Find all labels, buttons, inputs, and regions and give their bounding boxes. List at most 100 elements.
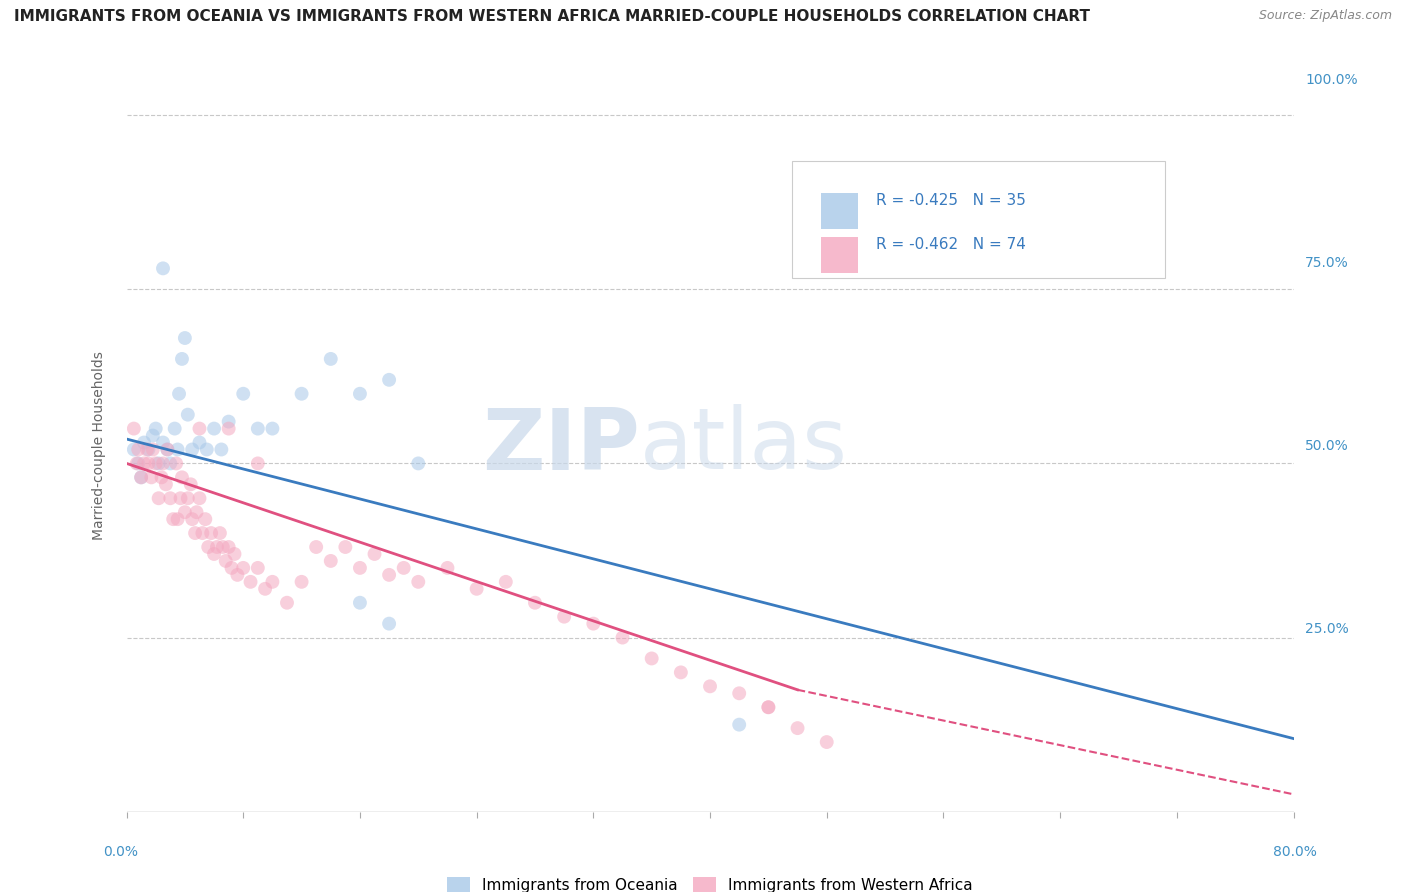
FancyBboxPatch shape	[792, 161, 1166, 277]
Point	[195, 442, 218, 457]
Point	[170, 470, 193, 484]
Text: 100.0%: 100.0%	[1305, 73, 1358, 87]
Point	[218, 421, 240, 435]
Point	[127, 442, 149, 457]
Text: 25.0%: 25.0%	[1305, 622, 1348, 636]
Text: 80.0%: 80.0%	[1272, 845, 1317, 859]
Point	[815, 735, 838, 749]
Point	[378, 373, 401, 387]
Point	[142, 442, 165, 457]
Point	[162, 512, 184, 526]
Text: 75.0%: 75.0%	[1305, 256, 1348, 270]
Point	[246, 421, 269, 435]
Point	[150, 470, 173, 484]
Point	[145, 457, 167, 471]
Point	[138, 457, 160, 471]
Point	[165, 457, 187, 471]
Point	[224, 547, 246, 561]
Point	[262, 421, 284, 435]
Point	[226, 567, 249, 582]
Point	[728, 717, 751, 731]
Point	[156, 442, 179, 457]
Text: 0.0%: 0.0%	[103, 845, 138, 859]
Point	[197, 540, 219, 554]
Point	[152, 435, 174, 450]
Point	[378, 616, 401, 631]
Point	[699, 679, 721, 693]
Point	[174, 331, 197, 345]
Point	[152, 261, 174, 276]
Point	[218, 415, 240, 429]
Point	[215, 554, 238, 568]
Bar	[821, 193, 858, 229]
Point	[166, 512, 188, 526]
Legend: Immigrants from Oceania, Immigrants from Western Africa: Immigrants from Oceania, Immigrants from…	[441, 871, 979, 892]
Text: R = -0.425   N = 35: R = -0.425 N = 35	[876, 194, 1025, 209]
Point	[246, 561, 269, 575]
Point	[669, 665, 692, 680]
Text: R = -0.462   N = 74: R = -0.462 N = 74	[876, 237, 1025, 252]
Point	[132, 435, 155, 450]
Point	[174, 505, 197, 519]
Text: atlas: atlas	[640, 404, 848, 488]
Point	[232, 561, 254, 575]
Point	[612, 631, 634, 645]
Point	[125, 457, 148, 471]
Point	[392, 561, 415, 575]
Point	[728, 686, 751, 700]
Point	[335, 540, 357, 554]
Point	[169, 491, 191, 506]
Bar	[821, 236, 858, 273]
Point	[495, 574, 517, 589]
Point	[186, 505, 208, 519]
Point	[200, 526, 222, 541]
Point	[188, 435, 211, 450]
Point	[582, 616, 605, 631]
Point	[180, 477, 202, 491]
Point	[159, 457, 181, 471]
Point	[181, 442, 204, 457]
Text: Source: ZipAtlas.com: Source: ZipAtlas.com	[1258, 9, 1392, 22]
Point	[218, 540, 240, 554]
Point	[194, 512, 217, 526]
Point	[408, 457, 430, 471]
Point	[129, 470, 152, 484]
Point	[145, 421, 167, 435]
Point	[262, 574, 284, 589]
Point	[141, 470, 163, 484]
Point	[232, 386, 254, 401]
Point	[524, 596, 547, 610]
Point	[756, 700, 779, 714]
Point	[122, 421, 145, 435]
Point	[138, 442, 160, 457]
Point	[155, 477, 177, 491]
Point	[221, 561, 243, 575]
Point	[177, 408, 200, 422]
Point	[378, 567, 401, 582]
Point	[122, 442, 145, 457]
Point	[290, 386, 312, 401]
Point	[205, 540, 228, 554]
Point	[305, 540, 328, 554]
Y-axis label: Married-couple Households: Married-couple Households	[91, 351, 105, 541]
Point	[159, 491, 181, 506]
Point	[436, 561, 458, 575]
Point	[319, 351, 342, 366]
Point	[349, 386, 371, 401]
Text: 50.0%: 50.0%	[1305, 439, 1348, 453]
Point	[319, 554, 342, 568]
Text: ZIP: ZIP	[482, 404, 640, 488]
Point	[148, 491, 170, 506]
Point	[408, 574, 430, 589]
Point	[211, 540, 233, 554]
Point	[181, 512, 204, 526]
Point	[786, 721, 808, 735]
Point	[239, 574, 262, 589]
Point	[363, 547, 385, 561]
Point	[132, 457, 155, 471]
Point	[156, 442, 179, 457]
Point	[136, 442, 159, 457]
Point	[177, 491, 200, 506]
Point	[290, 574, 312, 589]
Text: IMMIGRANTS FROM OCEANIA VS IMMIGRANTS FROM WESTERN AFRICA MARRIED-COUPLE HOUSEHO: IMMIGRANTS FROM OCEANIA VS IMMIGRANTS FR…	[14, 9, 1090, 24]
